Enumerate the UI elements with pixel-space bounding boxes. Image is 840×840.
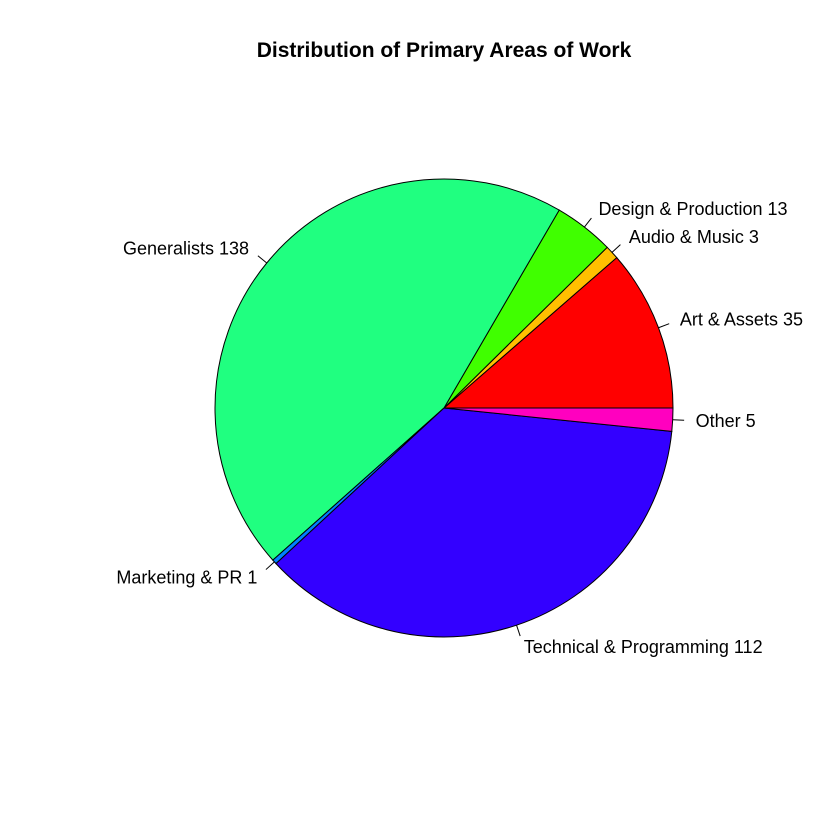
slice-labels: Art & Assets 35 Audio & Music 3 Design & P… xyxy=(116,199,803,657)
label-leaders xyxy=(257,217,685,637)
slice-label-generalists-138: Generalists 138 xyxy=(123,239,249,259)
leader-line-other-5 xyxy=(672,419,685,421)
pie-slice-technical-programming-112 xyxy=(275,407,673,638)
slice-label-technical-programming-112: Technical & Programming 112 xyxy=(524,637,763,657)
pie-slices xyxy=(214,178,674,638)
slice-label-other-5: Other 5 xyxy=(696,411,756,431)
leader-line-design-production-13 xyxy=(584,217,592,228)
slice-label-audio-music-3: Audio & Music 3 xyxy=(629,227,759,247)
leader-line-generalists-138 xyxy=(257,255,268,264)
slice-label-design-production-13: Design & Production 13 xyxy=(598,199,787,219)
leader-line-audio-music-3 xyxy=(611,244,621,253)
slice-label-art-assets-35: Art & Assets 35 xyxy=(680,310,803,330)
leader-line-art-assets-35 xyxy=(658,323,670,329)
leader-line-marketing-pr-1 xyxy=(265,561,275,570)
pie-slice-other-5 xyxy=(443,407,674,432)
leader-line-technical-programming-112 xyxy=(516,625,521,637)
chart-title: Distribution of Primary Areas of Work xyxy=(257,39,632,62)
slice-label-marketing-pr-1: Marketing & PR 1 xyxy=(116,567,257,587)
